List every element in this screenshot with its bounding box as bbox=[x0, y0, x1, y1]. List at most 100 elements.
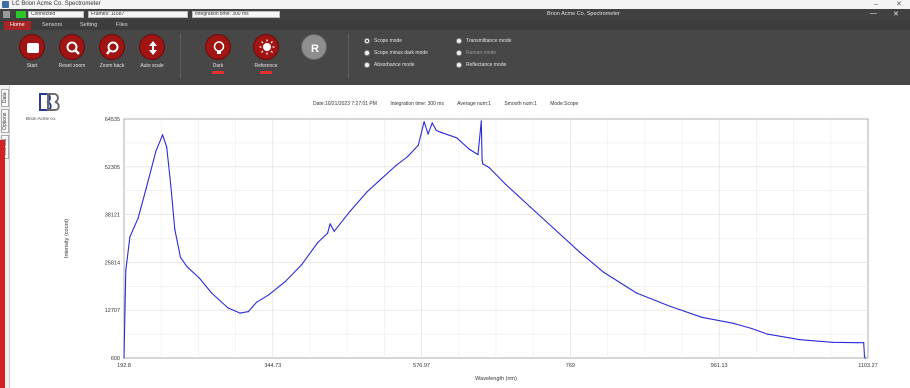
spectrum-data-point bbox=[378, 180, 380, 182]
spectrum-data-point bbox=[186, 266, 188, 268]
integration-field: Integration time: 300 ms bbox=[192, 11, 280, 18]
spectrum-data-point bbox=[329, 223, 331, 225]
reference-indicator bbox=[260, 71, 272, 74]
x-tick-label: 344.73 bbox=[264, 363, 281, 369]
square-icon bbox=[27, 43, 39, 53]
vertical-arrows-icon bbox=[149, 41, 157, 55]
close-icon[interactable]: ✕ bbox=[896, 1, 902, 8]
connection-status: Connected bbox=[28, 11, 84, 18]
spectrum-data-point bbox=[179, 256, 182, 258]
spectrum-data-point bbox=[247, 311, 249, 313]
title-bar: LC Brion Acme Co. Spectrometer – ✕ bbox=[0, 0, 910, 9]
reset-zoom-label: Reset zoom bbox=[58, 63, 86, 69]
radio-icon bbox=[456, 37, 462, 44]
connection-led bbox=[16, 11, 26, 18]
spectrum-data-point bbox=[162, 134, 164, 136]
tab-home[interactable]: Home bbox=[4, 21, 31, 30]
start-label: Start bbox=[26, 63, 38, 69]
radio-icon bbox=[364, 61, 370, 68]
r-button[interactable]: R bbox=[294, 34, 334, 82]
menu-icon[interactable] bbox=[3, 11, 10, 18]
y-axis-label: Intensity (count) bbox=[64, 219, 70, 258]
spectrum-data-point bbox=[481, 159, 483, 161]
spectrum-data-point bbox=[198, 277, 200, 279]
spectrum-data-point bbox=[123, 357, 125, 359]
spectrum-data-point bbox=[668, 305, 670, 307]
tab-files[interactable]: Files bbox=[116, 22, 128, 28]
transmittance-mode-radio[interactable]: Transmittance mode bbox=[456, 37, 511, 46]
spectrum-data-point bbox=[488, 167, 490, 169]
spectrum-data-point bbox=[129, 236, 131, 238]
spectrum-data-point bbox=[239, 312, 241, 314]
spectrum-data-point bbox=[174, 228, 176, 230]
spectrum-data-point bbox=[766, 333, 768, 335]
spectrum-data-point bbox=[477, 154, 479, 156]
center-title: Brion Acme Co. Spectrometer bbox=[547, 11, 620, 17]
spectrum-data-point bbox=[211, 292, 213, 294]
raman-mode-radio: Raman mode bbox=[456, 49, 496, 58]
magnifier-back-icon bbox=[106, 41, 119, 55]
spectrum-data-point bbox=[832, 341, 834, 343]
status-bar: Connected Frames: 11687 Integration time… bbox=[0, 9, 910, 20]
spectrum-data-point bbox=[407, 155, 409, 158]
spectrum-data-point bbox=[349, 210, 352, 212]
spectrum-data-point bbox=[701, 316, 703, 318]
y-tick-label: 12707 bbox=[105, 308, 120, 314]
zoom-back-label: Zoom back bbox=[99, 63, 125, 69]
app-icon bbox=[2, 1, 9, 8]
spectrum-data-point bbox=[799, 339, 801, 341]
minimize-icon[interactable]: – bbox=[874, 1, 878, 8]
info-date: Date:10/21/2023 7:27:01 PM bbox=[313, 101, 377, 107]
reference-button[interactable]: Reference bbox=[246, 34, 286, 82]
ribbon-separator-2 bbox=[348, 34, 349, 78]
ribbon: Start Reset zoom Zoom back Auto scale Da… bbox=[0, 30, 910, 85]
x-tick-label: 576.97 bbox=[413, 363, 430, 369]
x-tick-label: 769 bbox=[566, 363, 575, 369]
accent-bar bbox=[0, 140, 5, 388]
spectrum-data-point bbox=[435, 129, 437, 131]
spectrum-data-point bbox=[529, 206, 531, 208]
spectrum-data-point bbox=[578, 251, 580, 253]
y-tick-label: 38121 bbox=[105, 213, 120, 219]
absorbance-mode-radio[interactable]: Absorbance mode bbox=[364, 61, 415, 70]
radio-icon bbox=[364, 49, 370, 56]
reflectance-mode-radio[interactable]: Reflectance mode bbox=[456, 61, 506, 70]
spectrum-data-point bbox=[366, 191, 368, 193]
spectrum-data-point bbox=[423, 121, 425, 123]
start-button[interactable]: Start bbox=[12, 34, 52, 82]
auto-scale-button[interactable]: Auto scale bbox=[132, 34, 172, 82]
spectrum-data-point bbox=[170, 183, 172, 186]
spectrum-data-point bbox=[137, 217, 139, 219]
spectrum-data-point bbox=[554, 228, 556, 230]
reference-label: Reference bbox=[254, 63, 278, 69]
scope-minus-dark-mode-radio[interactable]: Scope minus dark mode bbox=[364, 49, 428, 58]
y-tick-label: 64535 bbox=[105, 117, 120, 123]
spectrum-data-point bbox=[603, 271, 605, 273]
radio-icon bbox=[456, 49, 462, 56]
spectrum-data-point bbox=[284, 281, 286, 283]
tab-sensors[interactable]: Sensors bbox=[42, 22, 63, 28]
reset-zoom-button[interactable]: Reset zoom bbox=[52, 34, 92, 82]
logo-text: Brion Acme co. bbox=[26, 116, 57, 121]
spectrum-data-point bbox=[468, 148, 470, 150]
ribbon-close-icon[interactable]: ✕ bbox=[893, 11, 899, 18]
ribbon-separator bbox=[180, 34, 181, 78]
spectrum-data-point bbox=[480, 120, 482, 122]
spectrum-data-point bbox=[166, 146, 168, 148]
spectrum-data-point bbox=[751, 327, 753, 330]
acquisition-info: Date:10/21/2023 7:27:01 PM Integration t… bbox=[313, 101, 590, 107]
side-tab-strip: Data Options Manual bbox=[0, 85, 10, 388]
scope-mode-radio[interactable]: Scope mode bbox=[364, 37, 402, 46]
magnifier-icon bbox=[66, 41, 80, 55]
tab-setting[interactable]: Setting bbox=[80, 22, 98, 28]
spectrum-data-point bbox=[327, 232, 329, 234]
dark-button[interactable]: Dark bbox=[198, 34, 238, 82]
spectrum-data-point bbox=[333, 230, 335, 232]
spectrum-data-point bbox=[268, 294, 270, 296]
spectrum-data-point bbox=[505, 183, 507, 186]
zoom-back-button[interactable]: Zoom back bbox=[92, 34, 132, 82]
bulb-off-icon bbox=[213, 41, 225, 54]
ribbon-minimize-icon[interactable]: — bbox=[870, 10, 877, 17]
